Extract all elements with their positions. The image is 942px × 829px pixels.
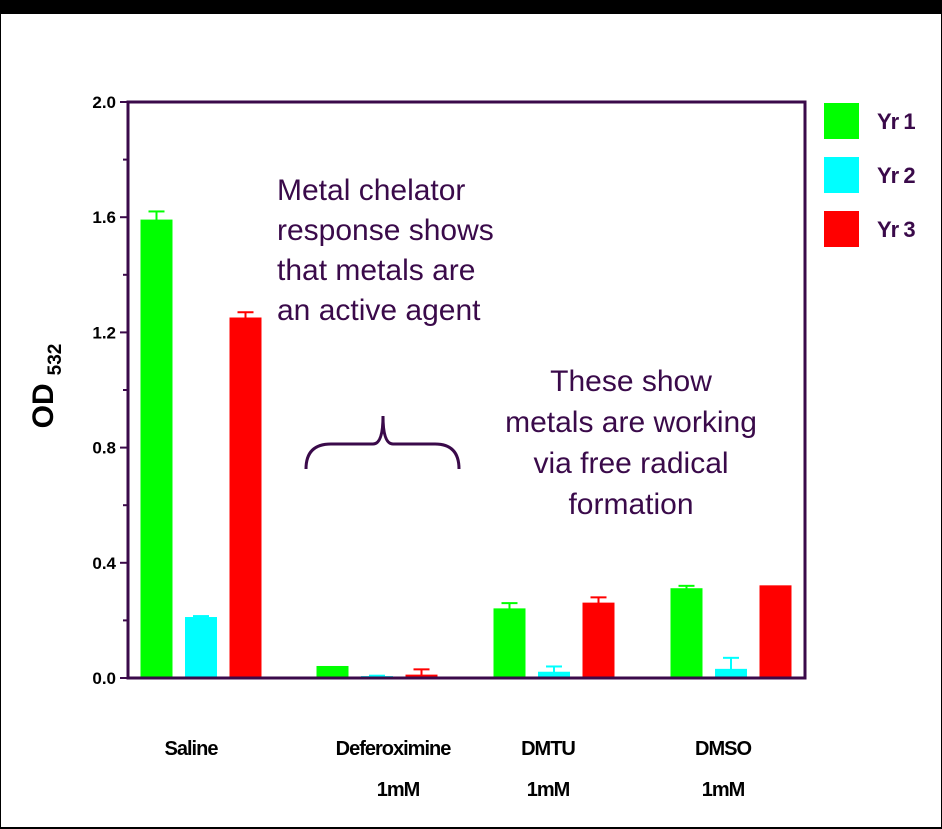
y-tick-label: 1.2 — [92, 323, 116, 342]
annotations: Metal chelator response shows that metals … — [277, 174, 757, 521]
category-label-line2: 1mM — [527, 779, 570, 801]
legend-label: Yr 2 — [877, 163, 915, 188]
category-label: DMSO — [695, 738, 751, 760]
bars — [128, 210, 805, 680]
y-tick-label: 2.0 — [92, 93, 116, 112]
bar — [140, 219, 173, 679]
chelator-note-line: Metal chelator — [277, 174, 465, 207]
legend-swatch — [824, 103, 859, 139]
chelator-note-line: an active agent — [277, 294, 481, 327]
legend-swatch — [824, 211, 859, 247]
chelator-note-line: response shows — [277, 214, 494, 247]
bar — [185, 617, 217, 679]
y-tick-label: 0.8 — [92, 439, 116, 458]
chelator-note-line: that metals are — [277, 254, 475, 287]
bar — [759, 585, 792, 679]
bar-chart: 0.0 0.4 0.8 1.2 1.6 2.0 OD532 Saline Deferoximin… — [27, 93, 916, 801]
slide: 0.0 0.4 0.8 1.2 1.6 2.0 OD532 Saline Deferoximin… — [0, 14, 941, 828]
bar — [582, 602, 615, 679]
bar — [316, 665, 349, 679]
legend-label: Yr 3 — [877, 217, 915, 242]
category-label-line2: 1mM — [702, 779, 745, 801]
y-axis-label: OD532 — [27, 344, 66, 429]
radical-note-line: metals are working — [505, 406, 757, 439]
bar — [670, 588, 703, 679]
labels: 0.0 0.4 0.8 1.2 1.6 2.0 OD532 Saline Deferoximin… — [27, 93, 752, 801]
category-label: DMTU — [521, 738, 575, 760]
category-label: Deferoximine — [336, 738, 452, 760]
curly-brace — [304, 415, 461, 470]
radical-note-line: formation — [568, 488, 693, 521]
category-label: Saline — [165, 738, 219, 760]
legend-label: Yr 1 — [877, 109, 915, 134]
legend-swatch — [824, 157, 859, 193]
radical-note-line: These show — [550, 365, 712, 398]
bar — [229, 317, 262, 679]
category-label-line2: 1mM — [377, 779, 420, 801]
y-tick-label: 1.6 — [92, 208, 116, 227]
y-tick-label: 0.4 — [92, 554, 116, 573]
bar — [493, 608, 526, 679]
radical-note-line: via free radical — [533, 447, 728, 480]
y-tick-label: 0.0 — [92, 669, 116, 688]
legend: Yr 1 Yr 2 Yr 3 — [824, 103, 916, 247]
